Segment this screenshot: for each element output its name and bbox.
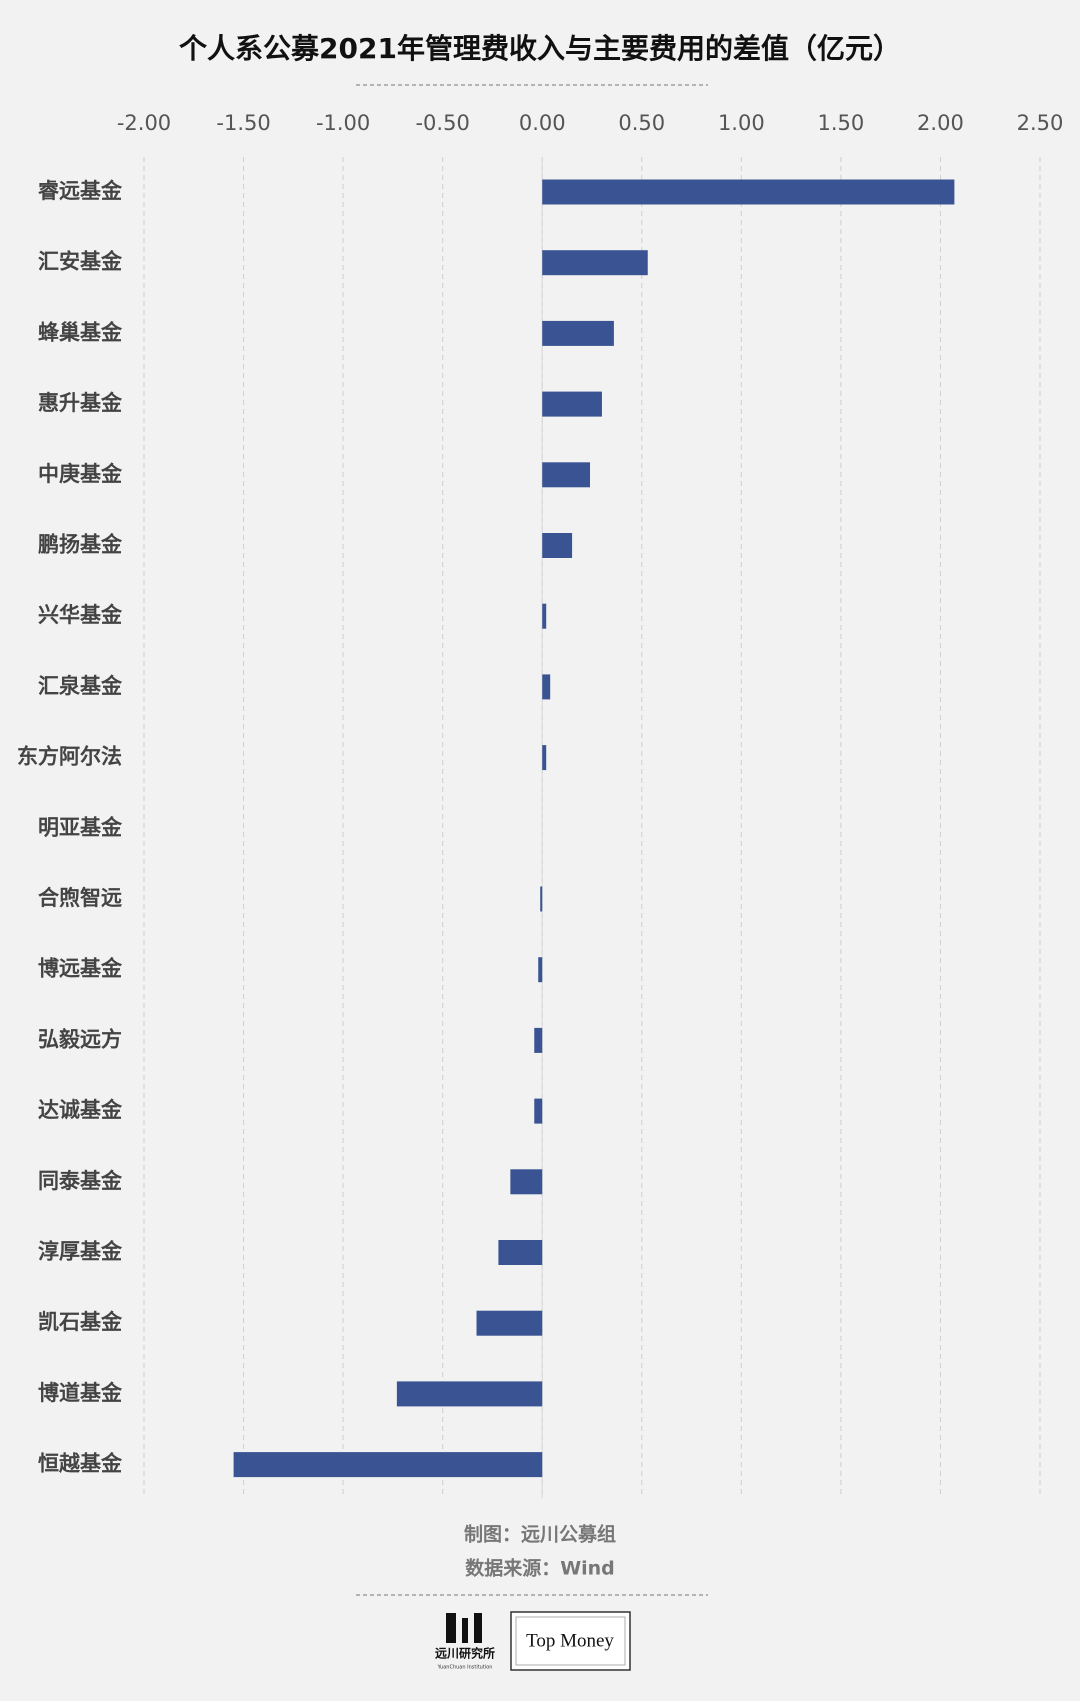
bar	[542, 462, 591, 488]
bar	[396, 1381, 543, 1407]
x-tick-label: 0.00	[519, 111, 566, 135]
logo-subtext: YuanChuan Institution	[437, 1665, 493, 1671]
x-tick-label: 2.00	[917, 111, 964, 135]
logo-shape	[446, 1613, 456, 1643]
x-tick-label: -1.50	[216, 111, 270, 135]
bar	[498, 1240, 543, 1265]
logo-yuanchuan: 远川研究所 YuanChuan Institution	[435, 1613, 495, 1671]
x-tick-label: -2.00	[117, 111, 171, 135]
y-tick-label: 兴华基金	[38, 603, 123, 627]
bar	[510, 1169, 543, 1195]
bar	[534, 1027, 543, 1053]
bar	[542, 674, 551, 700]
y-tick-label: 淳厚基金	[38, 1240, 123, 1264]
y-tick-label: 蜂巢基金	[38, 320, 123, 344]
source: 数据来源：Wind	[465, 1557, 615, 1580]
bar	[542, 179, 955, 205]
y-tick-label: 同泰基金	[38, 1169, 123, 1193]
y-tick-label: 凯石基金	[38, 1310, 123, 1334]
bar	[233, 1452, 543, 1478]
y-tick-label: 博道基金	[38, 1381, 123, 1405]
y-tick-label: 合煦智远	[38, 886, 122, 910]
y-tick-label: 弘毅远方	[38, 1027, 122, 1051]
chart-title: 个人系公募2021年管理费收入与主要费用的差值（亿元）	[179, 32, 901, 65]
x-tick-label: 0.50	[618, 111, 665, 135]
y-tick-label: 惠升基金	[38, 391, 123, 415]
bar	[476, 1310, 543, 1336]
x-tick-label: 1.50	[818, 111, 865, 135]
logo-frame	[510, 1611, 631, 1671]
x-tick-label: -0.50	[415, 111, 469, 135]
bar	[542, 391, 602, 417]
bar	[542, 533, 573, 558]
y-tick-label: 汇安基金	[38, 250, 123, 274]
logo-topmoney: Top Money	[510, 1611, 631, 1671]
logo-shape	[474, 1613, 482, 1643]
x-tick-label: 2.50	[1017, 111, 1064, 135]
logo-text: Top Money	[526, 1630, 614, 1651]
y-tick-label: 明亚基金	[38, 815, 123, 839]
x-tick-label: -1.00	[316, 111, 370, 135]
y-tick-label: 睿远基金	[38, 179, 123, 203]
y-tick-label: 汇泉基金	[38, 674, 123, 698]
bar	[542, 603, 547, 629]
logo-shape	[462, 1618, 468, 1643]
logo-frame	[515, 1616, 626, 1666]
y-tick-label: 博远基金	[38, 957, 123, 981]
logo-text: 远川研究所	[435, 1646, 495, 1661]
y-tick-label: 达诚基金	[38, 1098, 123, 1122]
y-tick-label: 鹏扬基金	[38, 533, 123, 557]
y-tick-label: 东方阿尔法	[17, 745, 122, 769]
bar	[542, 250, 648, 276]
bar	[538, 957, 543, 983]
bar	[542, 320, 614, 346]
credit: 制图：远川公募组	[464, 1523, 616, 1546]
y-tick-label: 中庚基金	[38, 462, 123, 486]
bar	[540, 886, 543, 912]
bar	[542, 745, 547, 771]
y-tick-label: 恒越基金	[38, 1452, 123, 1476]
bar	[534, 1098, 543, 1124]
x-tick-label: 1.00	[718, 111, 765, 135]
